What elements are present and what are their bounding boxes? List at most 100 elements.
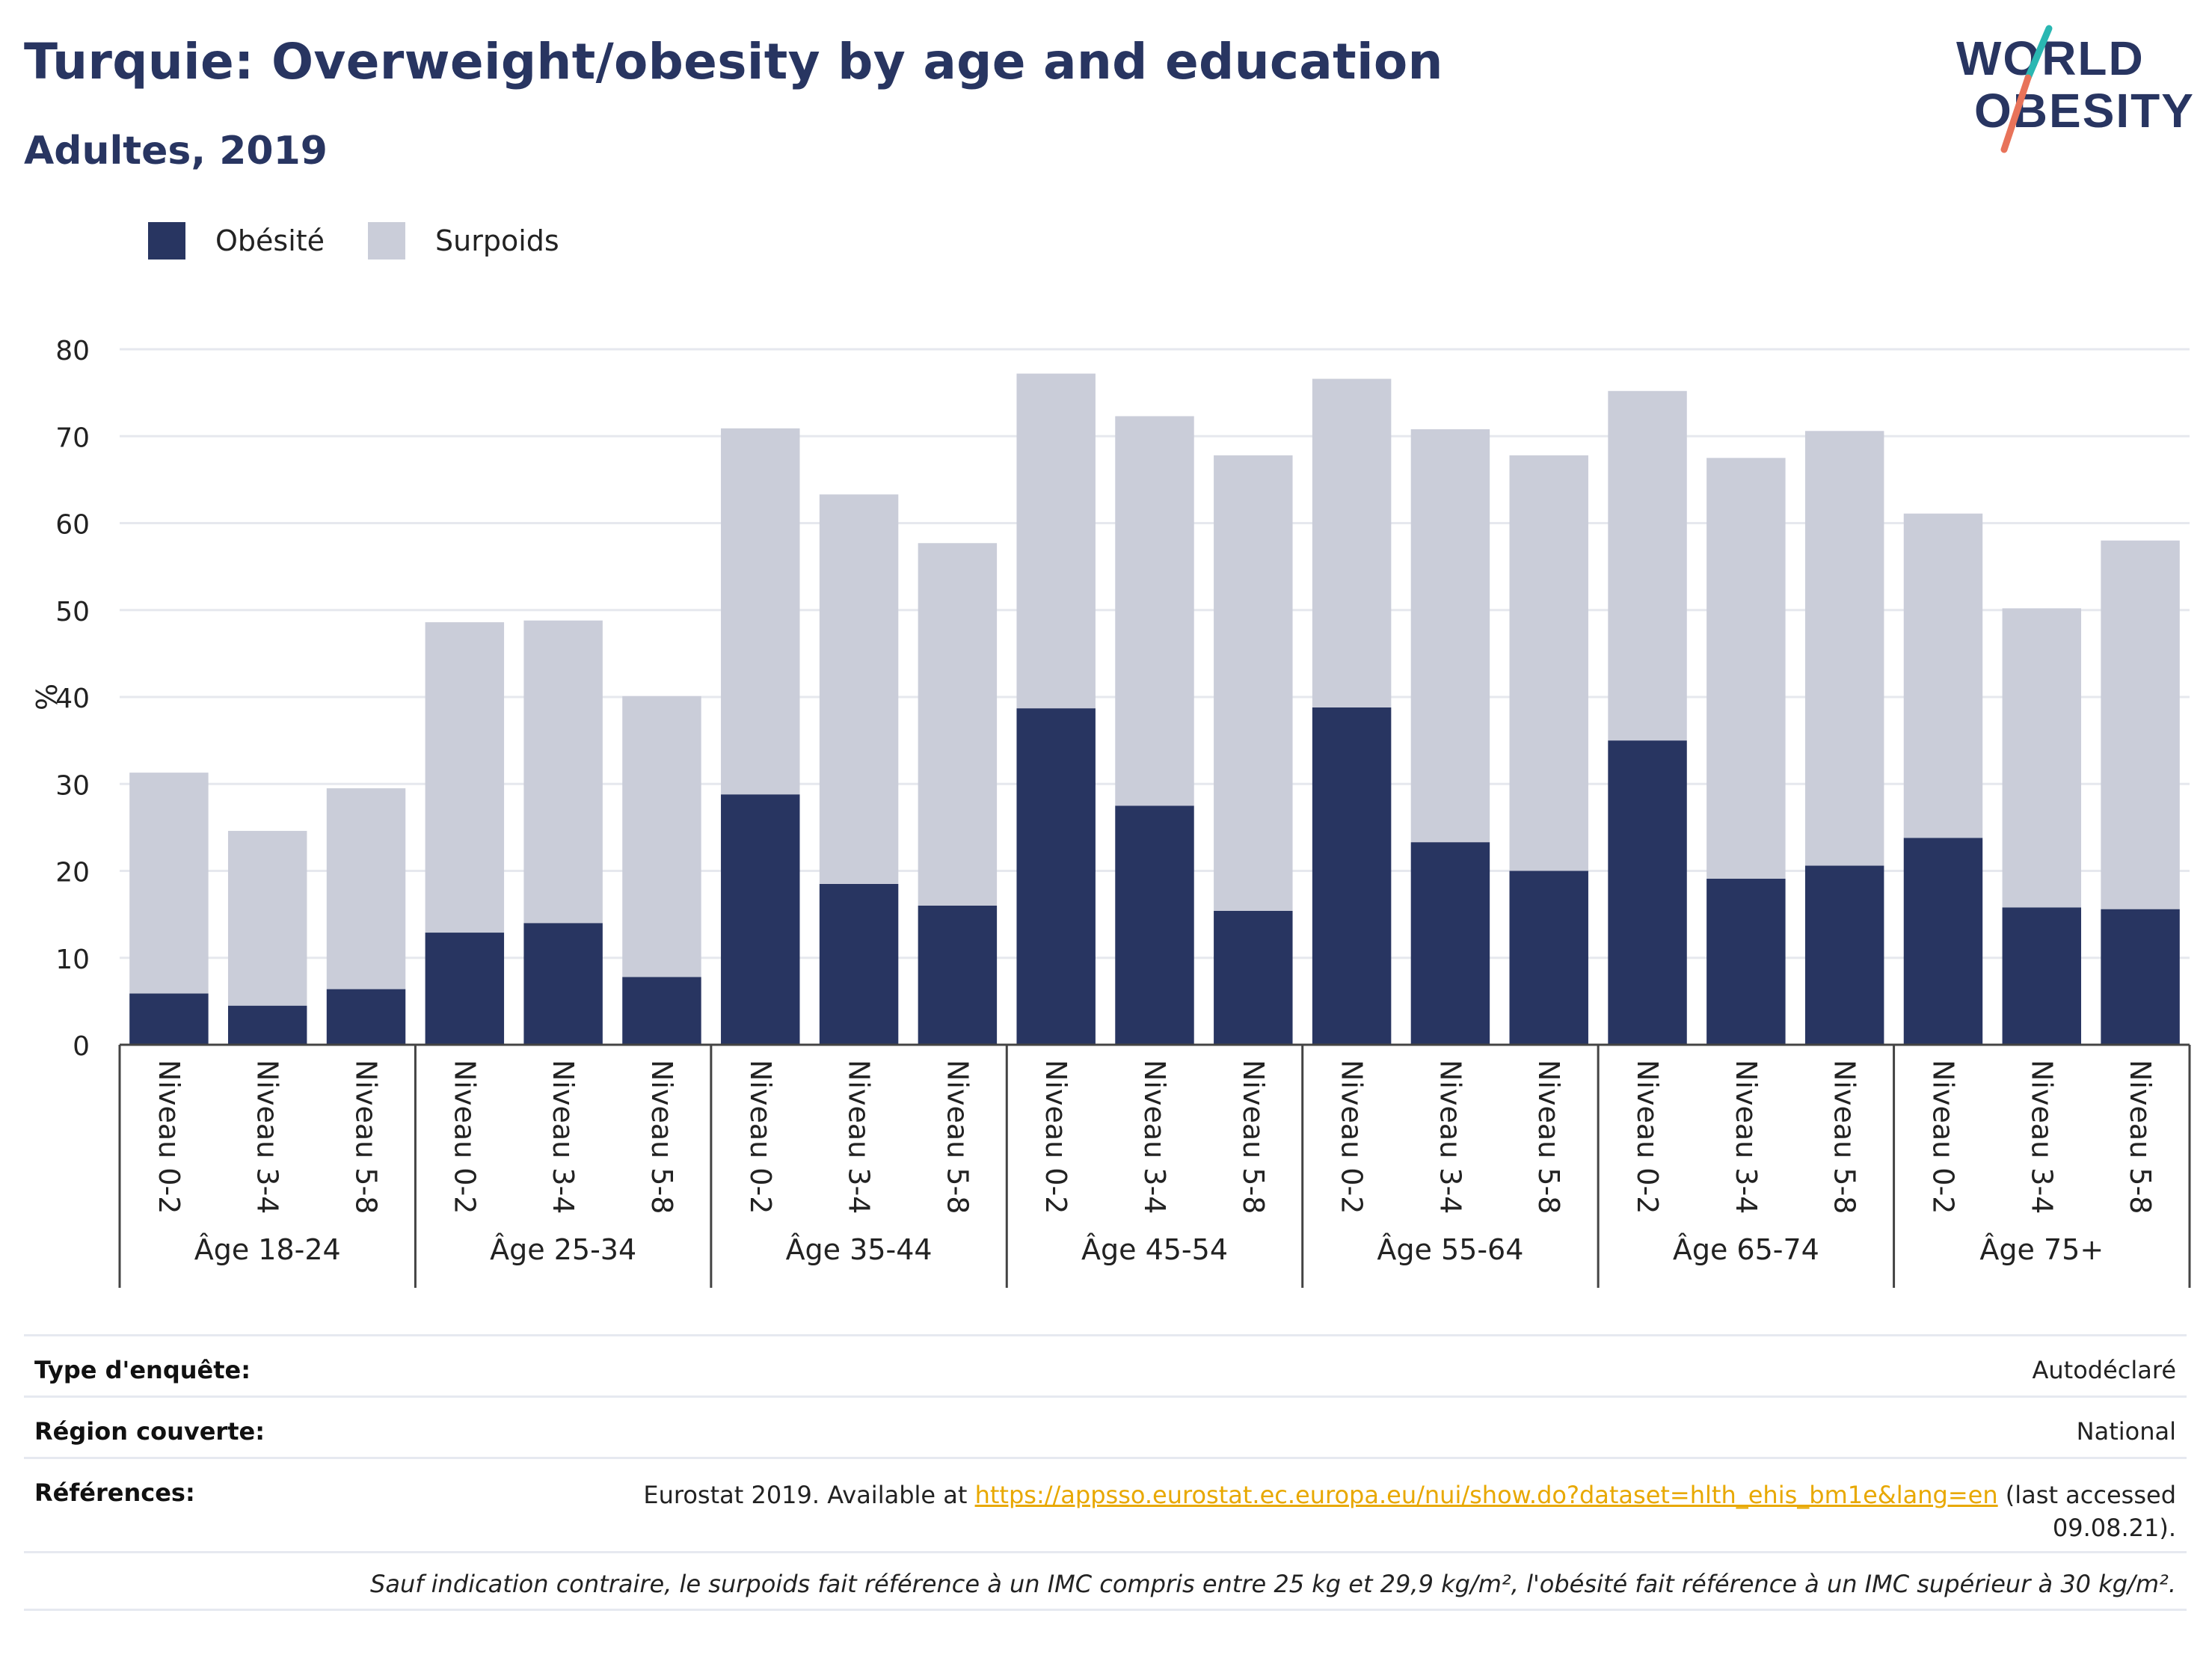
- bar-obesity: [1804, 865, 1884, 1045]
- region-label: Région couverte:: [34, 1417, 265, 1446]
- y-tick-label: 80: [55, 336, 90, 366]
- bar-overweight: [1706, 458, 1786, 879]
- x-tick-label: Niveau 3-4: [547, 1060, 580, 1214]
- x-tick-label: Niveau 3-4: [1434, 1060, 1466, 1214]
- bar-overweight: [326, 788, 406, 989]
- logo-slash-teal: [2024, 25, 2053, 82]
- bar-overweight: [1608, 390, 1687, 741]
- bar-obesity: [622, 977, 701, 1045]
- bar-obesity: [425, 933, 505, 1045]
- y-tick-label: 70: [55, 423, 90, 453]
- y-tick-label: 60: [55, 510, 90, 541]
- x-group-label: Âge 65-74: [1673, 1233, 1819, 1266]
- bar-overweight: [425, 622, 505, 933]
- info-table: Type d'enquête: Autodéclaré Région couve…: [24, 1334, 2187, 1611]
- bar-overweight: [2101, 540, 2180, 909]
- bar-obesity: [1903, 838, 1983, 1045]
- bar-overweight: [918, 543, 998, 906]
- info-row-region: Région couverte: National: [24, 1395, 2187, 1457]
- x-tick-label: Niveau 0-2: [1336, 1060, 1368, 1214]
- x-tick-label: Niveau 0-2: [744, 1060, 777, 1214]
- bar-obesity: [1509, 871, 1588, 1045]
- legend-label-overweight: Surpoids: [435, 224, 559, 257]
- y-tick-label: 20: [55, 858, 90, 888]
- stacked-bar-chart: 0 10 20 30 40 50 60 70 80% Niveau 0-2 Niveau 3-4 Ni…: [31, 336, 2191, 1288]
- x-tick-label: Niveau 0-2: [1039, 1060, 1072, 1214]
- y-tick-label: 50: [55, 597, 90, 627]
- x-tick-label: Niveau 0-2: [1631, 1060, 1664, 1214]
- bar-overweight: [1410, 429, 1490, 843]
- x-tick-label: Niveau 3-4: [1730, 1060, 1763, 1214]
- x-tick-label: Niveau 5-8: [2124, 1060, 2157, 1214]
- x-tick-label: Niveau 5-8: [1828, 1060, 1861, 1214]
- page-title: Turquie: Overweight/obesity by age and e…: [24, 33, 1443, 90]
- x-tick-label: Niveau 3-4: [1138, 1060, 1171, 1214]
- definition-note: Sauf indication contraire, le surpoids f…: [24, 1551, 2187, 1611]
- bar-overweight: [129, 773, 209, 994]
- bar-obesity: [129, 993, 209, 1045]
- logo-slash-coral: [2000, 74, 2032, 153]
- bar-overweight: [1804, 431, 1884, 866]
- bar-obesity: [1410, 842, 1490, 1045]
- bar-overweight: [1903, 513, 1983, 838]
- x-tick-label: Niveau 3-4: [2025, 1060, 2058, 1214]
- bar-overweight: [1115, 416, 1194, 806]
- x-group-label: Âge 35-44: [786, 1233, 933, 1266]
- x-group-label: Âge 55-64: [1377, 1233, 1523, 1266]
- bar-obesity: [227, 1005, 307, 1045]
- legend-label-obesity: Obésité: [215, 224, 325, 257]
- page-subtitle: Adultes, 2019: [24, 129, 328, 174]
- bar-overweight: [1016, 373, 1096, 709]
- x-tick-label: Niveau 5-8: [645, 1060, 678, 1214]
- survey-type-label: Type d'enquête:: [34, 1356, 251, 1384]
- bar-obesity: [1608, 740, 1687, 1045]
- x-group-label: Âge 45-54: [1081, 1233, 1228, 1266]
- bar-overweight: [1509, 455, 1588, 871]
- bar-obesity: [326, 989, 406, 1045]
- x-group-label: Âge 18-24: [194, 1233, 341, 1266]
- logo-line1: WORLD: [1956, 31, 2145, 85]
- world-obesity-logo: WORLD OBESITY: [1944, 22, 2199, 157]
- legend-item-overweight[interactable]: Surpoids: [368, 222, 559, 260]
- x-tick-label: Niveau 5-8: [1237, 1060, 1270, 1214]
- bar-obesity: [523, 923, 603, 1045]
- region-value: National: [2076, 1417, 2176, 1446]
- x-tick-label: Niveau 0-2: [1926, 1060, 1959, 1214]
- y-tick-label: 30: [55, 770, 90, 801]
- legend-item-obesity[interactable]: Obésité: [148, 222, 325, 260]
- survey-type-value: Autodéclaré: [2032, 1356, 2176, 1384]
- x-tick-label: Niveau 0-2: [153, 1060, 185, 1214]
- x-tick-label: Niveau 5-8: [350, 1060, 383, 1214]
- y-tick-label: 0: [73, 1031, 90, 1062]
- references-suffix: (last accessed 09.08.21).: [1997, 1481, 2176, 1542]
- bar-overweight: [523, 620, 603, 924]
- references-link[interactable]: https://appsso.eurostat.ec.europa.eu/nui…: [974, 1481, 1998, 1509]
- x-group-label: Âge 25-34: [490, 1233, 636, 1266]
- y-axis-label: %: [31, 684, 64, 710]
- bar-obesity: [1312, 707, 1392, 1045]
- bar-obesity: [1214, 910, 1293, 1045]
- references-label: Références:: [34, 1479, 195, 1507]
- legend-swatch-overweight: [368, 222, 406, 260]
- bar-overweight: [2002, 608, 2082, 908]
- x-tick-label: Niveau 3-4: [251, 1060, 284, 1214]
- bar-overweight: [1312, 378, 1392, 707]
- legend-swatch-obesity: [148, 222, 185, 260]
- bar-overweight: [1214, 455, 1293, 911]
- info-row-references: Références: Eurostat 2019. Available at …: [24, 1457, 2187, 1551]
- bar-obesity: [1016, 708, 1096, 1045]
- bar-overweight: [819, 494, 899, 884]
- x-tick-label: Niveau 3-4: [843, 1060, 876, 1214]
- info-row-survey-type: Type d'enquête: Autodéclaré: [24, 1334, 2187, 1395]
- bar-obesity: [1115, 805, 1194, 1045]
- bar-overweight: [622, 696, 701, 977]
- bar-obesity: [2002, 907, 2082, 1045]
- x-tick-label: Niveau 5-8: [1532, 1060, 1565, 1214]
- bar-obesity: [918, 906, 998, 1045]
- references-prefix: Eurostat 2019. Available at: [643, 1481, 975, 1509]
- x-tick-label: Niveau 0-2: [448, 1060, 481, 1214]
- y-tick-label: 40: [55, 684, 90, 714]
- chart-legend: Obésité Surpoids: [148, 221, 603, 260]
- bar-overweight: [227, 831, 307, 1006]
- bar-obesity: [819, 883, 899, 1045]
